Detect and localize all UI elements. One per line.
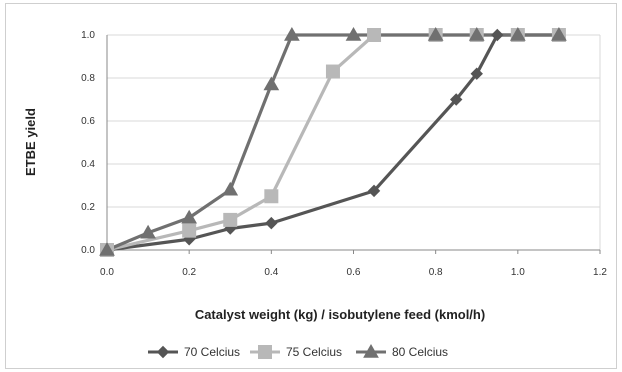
data-point-series-3 [222, 181, 239, 196]
data-point-series-1 [265, 216, 278, 230]
series-layer [99, 26, 567, 257]
grid-layer [107, 34, 601, 251]
y-tick-label: 0.8 [81, 73, 95, 84]
data-point-series-3 [345, 26, 362, 41]
x-tick-label: 0.2 [182, 267, 196, 278]
legend-marker-2 [258, 345, 272, 359]
data-point-series-3 [551, 26, 567, 41]
axis-layer: 0.0 0.2 0.4 0.6 0.8 1.0 0.0 0.2 0.4 0.6 0.8 1.0 1.2 [81, 30, 607, 278]
y-axis-title: ETBE yield [23, 108, 38, 176]
y-tick-label: 0.0 [81, 245, 95, 256]
y-tick-label: 0.2 [81, 202, 95, 213]
y-tick-label: 0.4 [81, 159, 95, 170]
data-point-series-1 [491, 28, 504, 42]
data-point-series-1 [367, 184, 381, 198]
legend-label-3: 80 Celcius [392, 345, 448, 359]
data-point-series-2 [223, 212, 238, 227]
data-point-series-1 [470, 67, 483, 80]
data-point-series-3 [284, 26, 300, 41]
data-point-series-2 [264, 189, 279, 204]
x-axis-title: Catalyst weight (kg) / isobutylene feed … [195, 307, 485, 322]
data-point-series-2 [182, 223, 197, 238]
data-point-series-2 [367, 28, 382, 42]
data-point-series-3 [263, 76, 280, 91]
y-tick-label: 0.6 [81, 116, 95, 127]
legend-label-1: 70 Celcius [184, 345, 240, 359]
data-point-series-3 [181, 209, 198, 224]
x-tick-label: 0.0 [100, 267, 114, 278]
data-point-series-3 [509, 26, 526, 41]
data-point-series-3 [468, 26, 485, 41]
data-point-series-3 [99, 241, 115, 256]
legend-marker-1 [156, 345, 170, 359]
legend-marker-3 [363, 343, 379, 358]
legend-label-2: 75 Celcius [286, 345, 342, 359]
data-point-series-1 [450, 93, 463, 106]
x-tick-label: 1.0 [511, 267, 525, 278]
data-point-series-2 [325, 64, 340, 79]
data-point-series-3 [427, 26, 444, 41]
x-tick-label: 0.8 [429, 267, 443, 278]
y-tick-label: 1.0 [81, 30, 95, 41]
x-tick-label: 1.2 [593, 267, 607, 278]
data-point-series-3 [140, 224, 156, 239]
x-tick-label: 0.4 [264, 267, 278, 278]
legend: 70 Celcius 75 Celcius 80 Celcius [148, 343, 448, 359]
x-tick-label: 0.6 [347, 267, 361, 278]
